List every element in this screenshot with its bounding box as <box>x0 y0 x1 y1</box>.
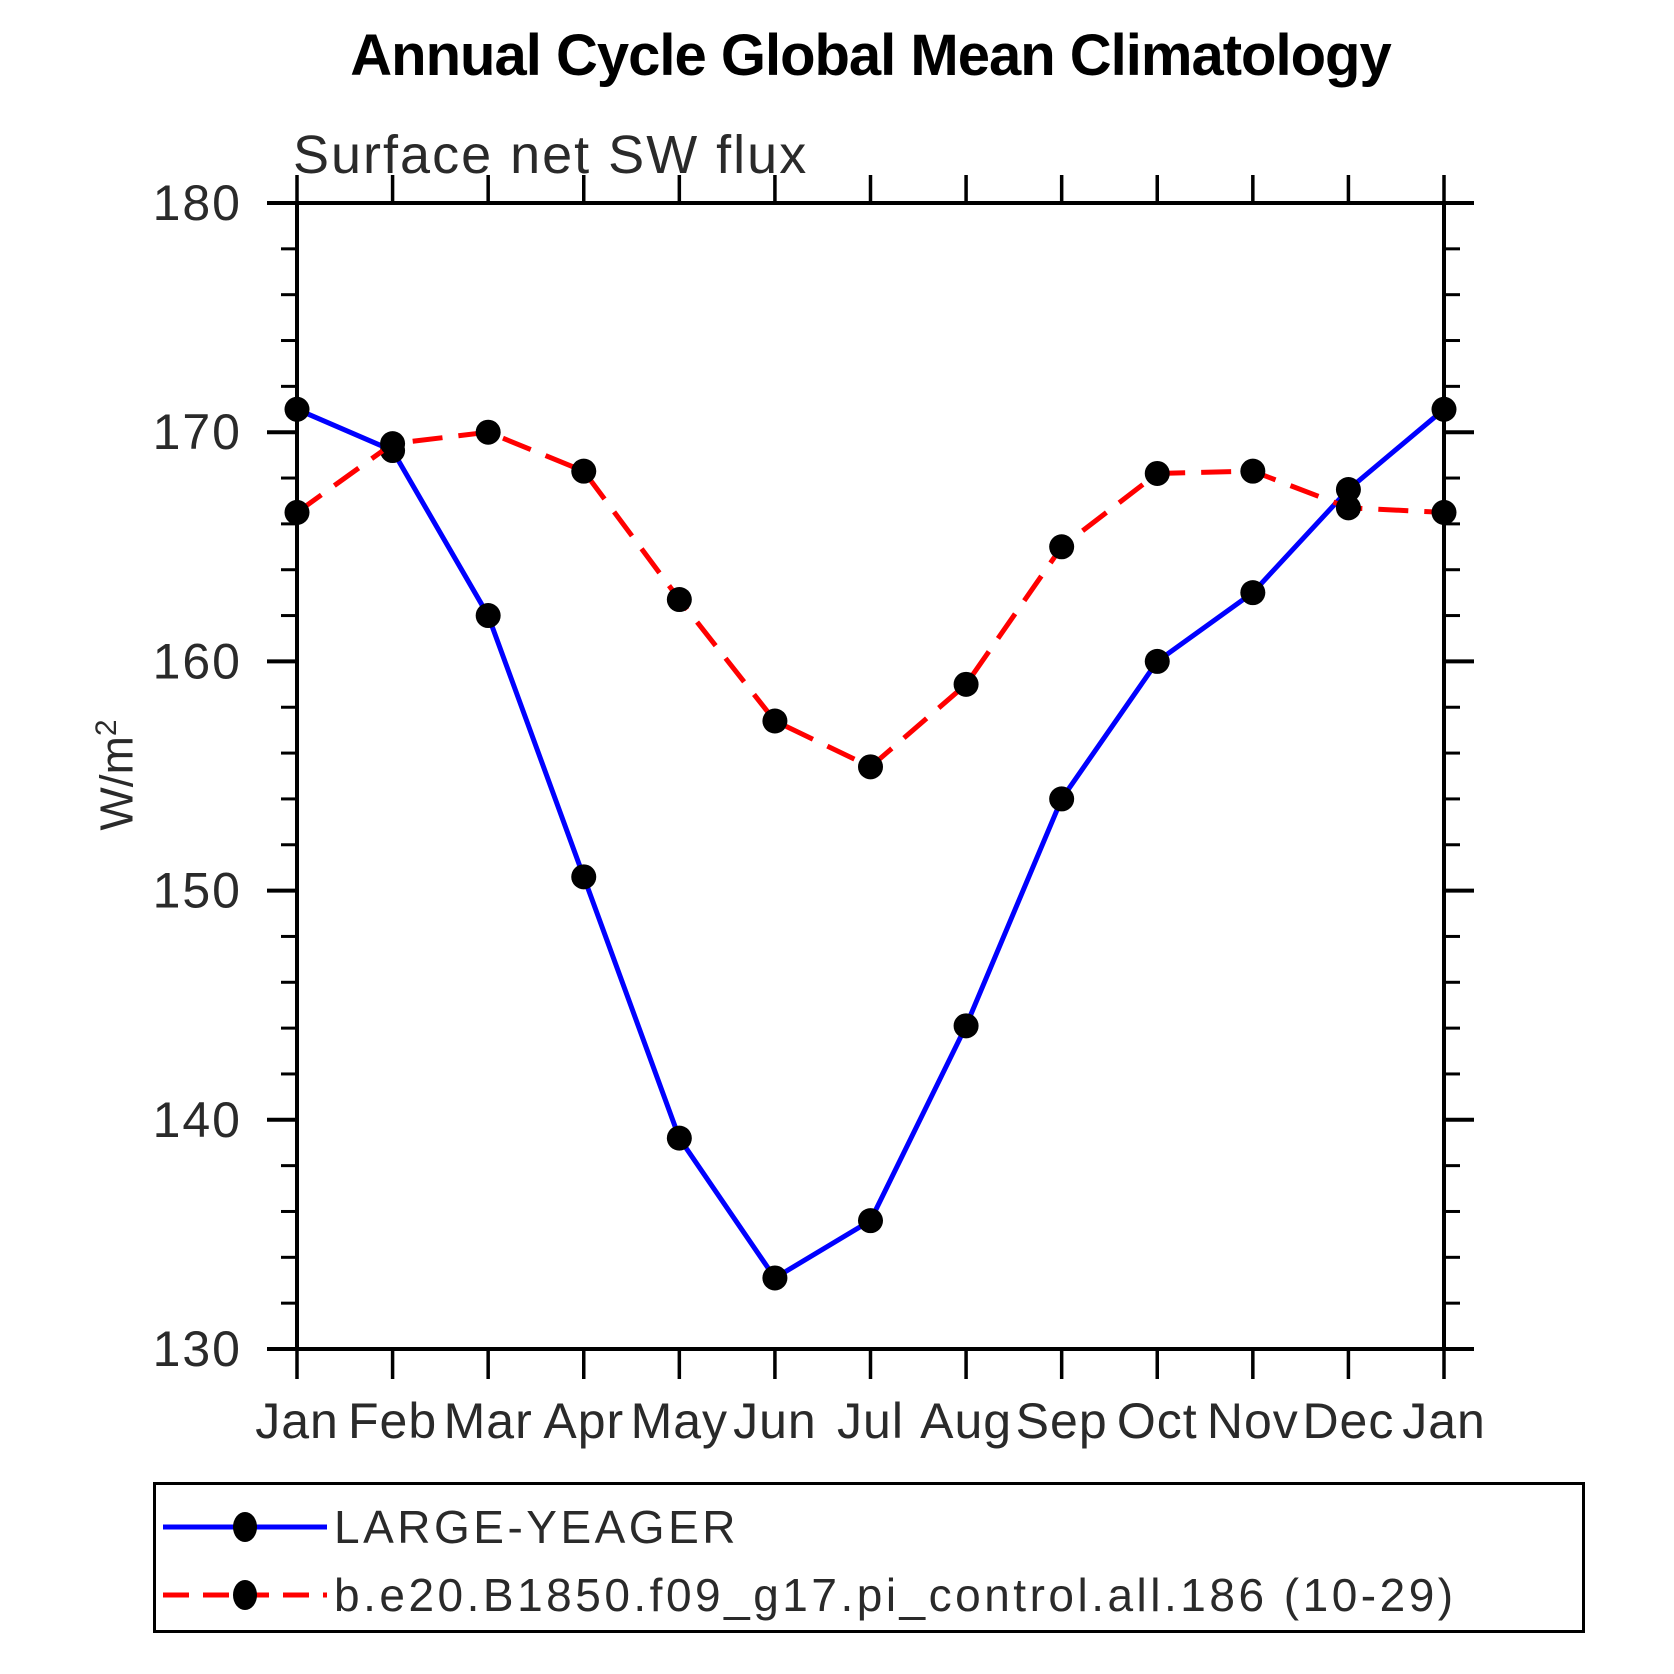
x-tick-label: Sep <box>1016 1393 1108 1449</box>
legend-marker <box>233 1512 257 1542</box>
legend-marker <box>233 1580 257 1610</box>
series-line-1 <box>295 429 1445 770</box>
data-point-marker <box>953 1013 979 1039</box>
data-point-marker <box>1335 495 1361 521</box>
data-point-marker <box>475 603 501 629</box>
series-line-0 <box>296 406 1446 1281</box>
data-point-marker <box>1240 580 1266 606</box>
data-point-marker <box>1049 534 1075 560</box>
x-tick-label: Oct <box>1117 1393 1198 1449</box>
data-point-marker <box>284 396 310 422</box>
x-tick-label: Apr <box>543 1393 624 1449</box>
y-tick-label: 130 <box>153 1321 242 1377</box>
data-point-marker <box>1144 648 1170 674</box>
data-point-marker <box>1144 460 1170 486</box>
data-point-marker <box>666 1125 692 1151</box>
x-tick-label: May <box>631 1393 728 1449</box>
data-point-marker <box>762 1265 788 1291</box>
legend-sample-dashed <box>163 1580 327 1610</box>
x-tick-label: Aug <box>920 1393 1012 1449</box>
x-tick-label: Jun <box>733 1393 817 1449</box>
legend-label-large-yeager: LARGE-YEAGER <box>334 1501 739 1553</box>
data-point-marker <box>953 671 979 697</box>
y-tick-label: 150 <box>153 863 242 919</box>
x-tick-label: Feb <box>348 1393 437 1449</box>
y-tick-label: 160 <box>153 633 242 689</box>
data-point-marker <box>284 499 310 525</box>
legend: LARGE-YEAGER b.e20.B1850.f09_g17.pi_cont… <box>153 1482 1585 1633</box>
x-tick-label: Dec <box>1302 1393 1394 1449</box>
data-point-marker <box>666 587 692 613</box>
legend-row-large-yeager: LARGE-YEAGER <box>159 1497 739 1557</box>
legend-label-model: b.e20.B1850.f09_g17.pi_control.all.186 (… <box>334 1569 1457 1621</box>
data-point-marker <box>762 708 788 734</box>
x-tick-label: Nov <box>1207 1393 1299 1449</box>
chart-title: Annual Cycle Global Mean Climatology <box>350 23 1391 88</box>
data-point-marker <box>1049 786 1075 812</box>
data-point-marker <box>1240 458 1266 484</box>
x-tick-label: Jul <box>837 1393 904 1449</box>
y-tick-label: 180 <box>153 175 242 231</box>
legend-row-model: b.e20.B1850.f09_g17.pi_control.all.186 (… <box>159 1565 1457 1625</box>
data-point-marker <box>858 1208 883 1234</box>
data-point-marker <box>858 754 883 780</box>
data-point-marker <box>380 431 406 457</box>
data-point-marker <box>475 419 501 445</box>
x-tick-label: Jan <box>1402 1393 1486 1449</box>
data-point-marker <box>571 458 597 484</box>
y-tick-label: 140 <box>153 1092 242 1148</box>
data-point-marker <box>1431 499 1457 525</box>
legend-sample-solid <box>163 1512 327 1542</box>
y-tick-label: 170 <box>153 404 242 460</box>
x-tick-label: Jan <box>255 1393 339 1449</box>
data-point-marker <box>1431 396 1457 422</box>
data-point-marker <box>1335 477 1361 502</box>
data-point-marker <box>571 864 597 890</box>
x-tick-label: Mar <box>444 1393 533 1449</box>
chart-subtitle: Surface net SW flux <box>293 125 809 185</box>
